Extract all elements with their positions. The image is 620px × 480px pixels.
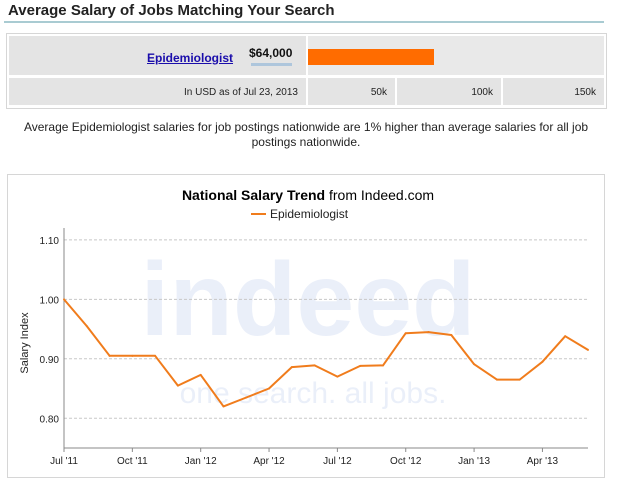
salary-amount-underline [251, 63, 292, 66]
data-point [404, 332, 407, 335]
data-point [450, 334, 453, 337]
data-point [85, 325, 88, 328]
data-point [222, 405, 225, 408]
data-point [336, 375, 339, 378]
job-cell: Epidemiologist $64,000 [9, 36, 306, 75]
x-tick-label: Jul '12 [323, 456, 352, 467]
x-tick-label: Oct '11 [117, 456, 148, 467]
y-tick-label: 1.10 [40, 236, 60, 247]
date-note: In USD as of Jul 23, 2013 [184, 87, 298, 98]
chart-title-main: National Salary Trend [182, 187, 325, 203]
chart-svg: indeed one search. all jobs. National Sa… [19, 187, 589, 467]
data-point [131, 354, 134, 357]
data-point [541, 360, 544, 363]
y-tick-label: 0.90 [40, 355, 60, 366]
y-tick-label: 1.00 [40, 295, 60, 306]
chart-title-rest: from Indeed.com [325, 187, 434, 203]
scale-tick-cell: 150k [503, 78, 604, 105]
y-tick-label: 0.80 [40, 414, 60, 425]
scale-tick-label: 100k [471, 87, 493, 98]
chart-title: National Salary Trend from Indeed.com [182, 187, 434, 203]
data-point [176, 384, 179, 387]
data-point [587, 348, 589, 351]
x-tick-labels: Jul '11 Oct '11 Jan '12 Apr '12 Jul '12 Oct '… [50, 448, 559, 467]
data-point [199, 373, 202, 376]
data-point [381, 364, 384, 367]
x-tick-label: Jan '12 [185, 456, 217, 467]
data-point [518, 378, 521, 381]
data-point [495, 378, 498, 381]
date-note-cell: In USD as of Jul 23, 2013 [9, 78, 306, 105]
salary-amount: $64,000 [249, 46, 293, 60]
data-point [473, 363, 476, 366]
scale-tick-label: 150k [574, 87, 596, 98]
data-point [564, 335, 567, 338]
title-divider [4, 21, 604, 23]
watermark-logo: indeed [140, 242, 475, 358]
legend-label: Epidemiologist [270, 207, 349, 221]
data-point [245, 396, 248, 399]
y-axis-label: Salary Index [19, 312, 31, 374]
watermark-tagline: one search. all jobs. [180, 377, 447, 410]
x-tick-label: Jan '13 [458, 456, 490, 467]
salary-trend-chart: indeed one search. all jobs. National Sa… [7, 174, 605, 478]
scale-tick-label: 50k [370, 87, 387, 98]
comparison-text: Average Epidemiologist salaries for job … [23, 120, 589, 149]
data-point [427, 331, 430, 334]
data-point [359, 364, 362, 367]
y-tick-labels: 0.80 0.90 1.00 1.10 [40, 236, 60, 425]
data-point [108, 354, 111, 357]
data-point [313, 364, 316, 367]
data-point [154, 354, 157, 357]
series-epidemiologist [63, 298, 589, 408]
chart-legend[interactable]: Epidemiologist [251, 207, 349, 221]
y-gridlines [64, 239, 588, 419]
series-line [63, 298, 589, 408]
x-tick-label: Oct '12 [390, 456, 422, 467]
salary-panel: Epidemiologist $64,000 In USD as of Jul … [6, 33, 607, 109]
x-tick-label: Jul '11 [50, 456, 78, 467]
data-point [63, 298, 65, 301]
scale-tick-cell: 100k [397, 78, 501, 105]
scale-tick-cell: 50k [308, 78, 395, 105]
data-point [268, 387, 271, 390]
x-tick-label: Apr '13 [527, 456, 559, 467]
salary-bar-cell [308, 36, 604, 75]
salary-bar [308, 49, 435, 65]
indeed-watermark: indeed one search. all jobs. [140, 242, 475, 410]
page-title: Average Salary of Jobs Matching Your Sea… [8, 2, 335, 19]
x-tick-label: Apr '12 [253, 456, 285, 467]
data-point [290, 366, 293, 369]
job-title-link[interactable]: Epidemiologist [147, 51, 234, 65]
